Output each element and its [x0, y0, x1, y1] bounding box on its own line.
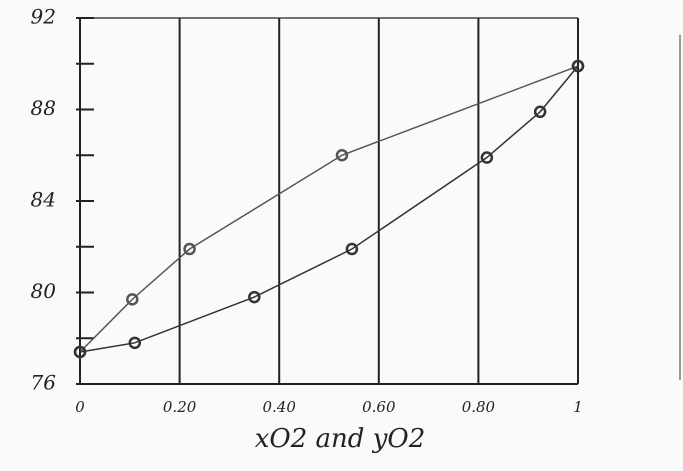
x-tick-label: 0.20: [163, 398, 197, 416]
x-tick-label: 1: [573, 398, 583, 416]
x-axis-label: xO2 and yO2: [255, 424, 426, 454]
y-tick-label: 92: [31, 5, 56, 29]
chart: xO2 and yO2 76 80 84 88 92 0 0.20 0.40 0.60 0.80 1: [0, 0, 683, 471]
y-tick-label: 84: [31, 188, 56, 212]
x-tick-label: 0.80: [462, 398, 496, 416]
y-tick-label: 88: [31, 96, 56, 120]
y-tick-label: 76: [31, 371, 57, 395]
y-tick-label: 80: [31, 279, 57, 303]
x-tick-label: 0: [75, 398, 85, 416]
x-tick-label: 0.40: [262, 398, 296, 416]
x-tick-label: 0.60: [362, 398, 396, 416]
